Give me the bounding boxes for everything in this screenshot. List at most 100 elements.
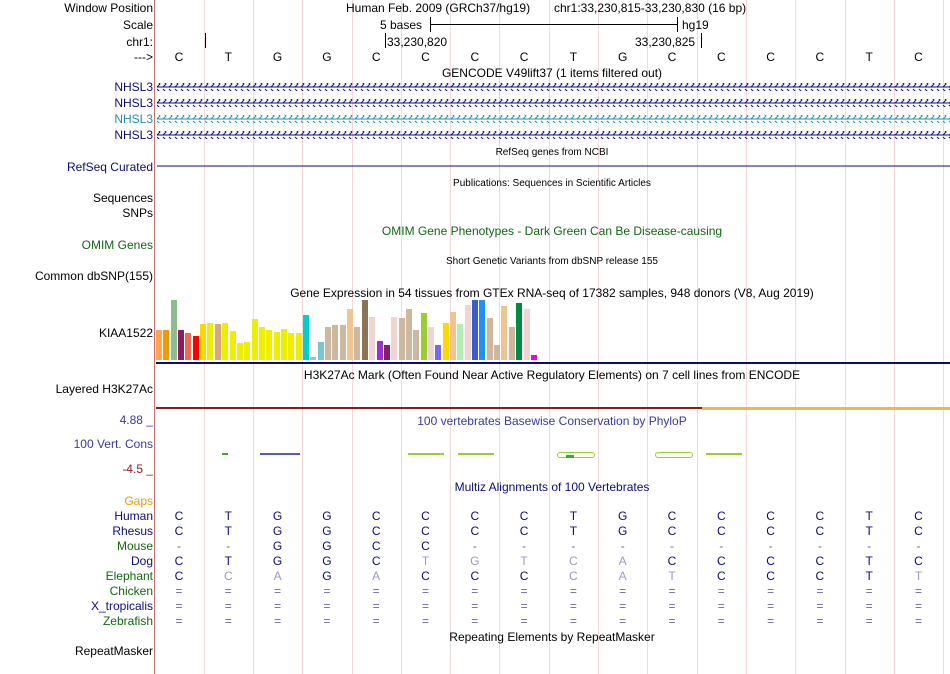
gtex-gene-label[interactable]: KIAA1522 — [98, 326, 153, 340]
gtex-tissue-bar[interactable] — [479, 300, 486, 360]
gtex-tissue-bar[interactable] — [508, 327, 515, 360]
gtex-tissue-bar[interactable] — [413, 330, 420, 360]
gencode-transcript[interactable] — [157, 131, 950, 139]
gtex-tissue-bar[interactable] — [170, 300, 177, 360]
gtex-tissue-bar[interactable] — [266, 330, 273, 360]
gtex-tissue-bar[interactable] — [501, 306, 508, 360]
alignment-base: = — [372, 614, 380, 628]
reference-base: C — [470, 50, 480, 64]
gtex-tissue-bar[interactable] — [273, 332, 280, 360]
gtex-tissue-bar[interactable] — [258, 327, 265, 360]
gtex-tissue-bar[interactable] — [369, 317, 376, 360]
gtex-tissue-bar[interactable] — [457, 324, 464, 360]
gtex-tissue-bar[interactable] — [361, 300, 368, 360]
h3k27ac-label[interactable]: Layered H3K27Ac — [55, 382, 153, 396]
refseq-label[interactable]: RefSeq Curated — [66, 160, 153, 174]
alignment-base: A — [273, 569, 282, 583]
species-label[interactable]: Rhesus — [112, 524, 153, 538]
gtex-tissue-bar[interactable] — [530, 355, 537, 360]
gtex-tissue-bar[interactable] — [464, 305, 471, 360]
gtex-tissue-bar[interactable] — [244, 342, 251, 360]
gtex-tissue-bar[interactable] — [163, 330, 170, 360]
alignment-base: = — [372, 584, 380, 598]
gtex-tissue-bar[interactable] — [427, 327, 434, 360]
species-label[interactable]: Mouse — [116, 539, 153, 553]
gtex-tissue-bar[interactable] — [156, 330, 163, 360]
alignment-base: C — [815, 569, 825, 583]
scale-db: hg19 — [682, 18, 709, 32]
sequences-label[interactable]: Sequences — [92, 191, 153, 205]
phylop-label[interactable]: 100 Vert. Cons — [73, 437, 153, 451]
species-label[interactable]: X_tropicalis — [90, 599, 153, 613]
alignment-base: = — [569, 614, 577, 628]
alignment-base: T — [865, 554, 873, 568]
gtex-tissue-bar[interactable] — [376, 341, 383, 360]
gtex-tissue-bar[interactable] — [347, 309, 354, 360]
omim-label[interactable]: OMIM Genes — [81, 238, 153, 252]
species-label[interactable]: Chicken — [109, 584, 153, 598]
gtex-tissue-bar[interactable] — [192, 336, 199, 360]
gtex-tissue-bar[interactable] — [288, 333, 295, 360]
gtex-tissue-bar[interactable] — [339, 325, 346, 360]
snps-label[interactable]: SNPs — [122, 206, 153, 220]
gtex-tissue-bar[interactable] — [303, 315, 310, 360]
alignment-base: T — [668, 569, 676, 583]
gencode-track-label[interactable]: NHSL3 — [114, 112, 153, 126]
gtex-tissue-bar[interactable] — [516, 303, 523, 360]
gtex-tissue-bar[interactable] — [214, 324, 221, 360]
gtex-tissue-bar[interactable] — [450, 312, 457, 360]
alignment-base: C — [174, 509, 184, 523]
alignment-base: = — [668, 614, 676, 628]
gencode-transcript[interactable] — [157, 115, 950, 123]
gtex-tissue-bar[interactable] — [494, 345, 501, 360]
dbsnp-label[interactable]: Common dbSNP(155) — [34, 269, 153, 283]
gtex-tissue-bar[interactable] — [383, 345, 390, 360]
gencode-track-label[interactable]: NHSL3 — [114, 128, 153, 142]
gtex-tissue-bar[interactable] — [354, 327, 361, 360]
species-label[interactable]: Human — [114, 509, 153, 523]
gtex-tissue-bar[interactable] — [251, 319, 258, 360]
gtex-tissue-bar[interactable] — [280, 329, 287, 360]
gtex-tissue-bar[interactable] — [200, 324, 207, 360]
gtex-tissue-bar[interactable] — [295, 333, 302, 360]
gtex-tissue-bar[interactable] — [398, 318, 405, 360]
gtex-tissue-bar[interactable] — [442, 323, 449, 360]
gtex-tissue-bar[interactable] — [486, 318, 493, 360]
gtex-tissue-bar[interactable] — [391, 317, 398, 360]
gtex-tissue-bar[interactable] — [523, 309, 530, 360]
gtex-tissue-bar[interactable] — [420, 313, 427, 360]
alignment-base: C — [667, 554, 677, 568]
gtex-bar-chart[interactable] — [156, 300, 537, 360]
gtex-tissue-bar[interactable] — [325, 327, 332, 360]
publications-title: Publications: Sequences in Scientific Ar… — [453, 178, 651, 189]
gencode-transcript[interactable] — [157, 83, 950, 91]
gtex-tissue-bar[interactable] — [207, 323, 214, 360]
repeatmasker-label[interactable]: RepeatMasker — [74, 644, 153, 658]
gtex-tissue-bar[interactable] — [178, 330, 185, 360]
gtex-tissue-bar[interactable] — [229, 331, 236, 360]
species-label[interactable]: Dog — [130, 554, 153, 568]
alignment-base: T — [865, 569, 873, 583]
gencode-track-label[interactable]: NHSL3 — [114, 80, 153, 94]
phylop-signal — [655, 452, 693, 458]
h3k27ac-signal[interactable] — [156, 407, 702, 409]
alignment-base: C — [716, 524, 726, 538]
gtex-tissue-bar[interactable] — [185, 333, 192, 360]
h3k27ac-signal[interactable] — [702, 407, 950, 410]
phylop-signal — [566, 455, 574, 458]
gtex-tissue-bar[interactable] — [222, 323, 229, 360]
gtex-tissue-bar[interactable] — [236, 343, 243, 360]
base-grid-line — [302, 0, 303, 674]
gtex-tissue-bar[interactable] — [310, 357, 317, 360]
alignment-base: = — [717, 584, 725, 598]
gencode-transcript[interactable] — [157, 99, 950, 107]
gtex-tissue-bar[interactable] — [472, 300, 479, 360]
gtex-tissue-bar[interactable] — [332, 325, 339, 360]
gtex-tissue-bar[interactable] — [405, 309, 412, 360]
species-label[interactable]: Elephant — [105, 569, 153, 583]
gtex-tissue-bar[interactable] — [317, 342, 324, 360]
gtex-tissue-bar[interactable] — [435, 345, 442, 360]
gencode-title: GENCODE V49lift37 (1 items filtered out) — [441, 66, 663, 80]
species-label[interactable]: Zebrafish — [102, 614, 153, 628]
gencode-track-label[interactable]: NHSL3 — [114, 96, 153, 110]
